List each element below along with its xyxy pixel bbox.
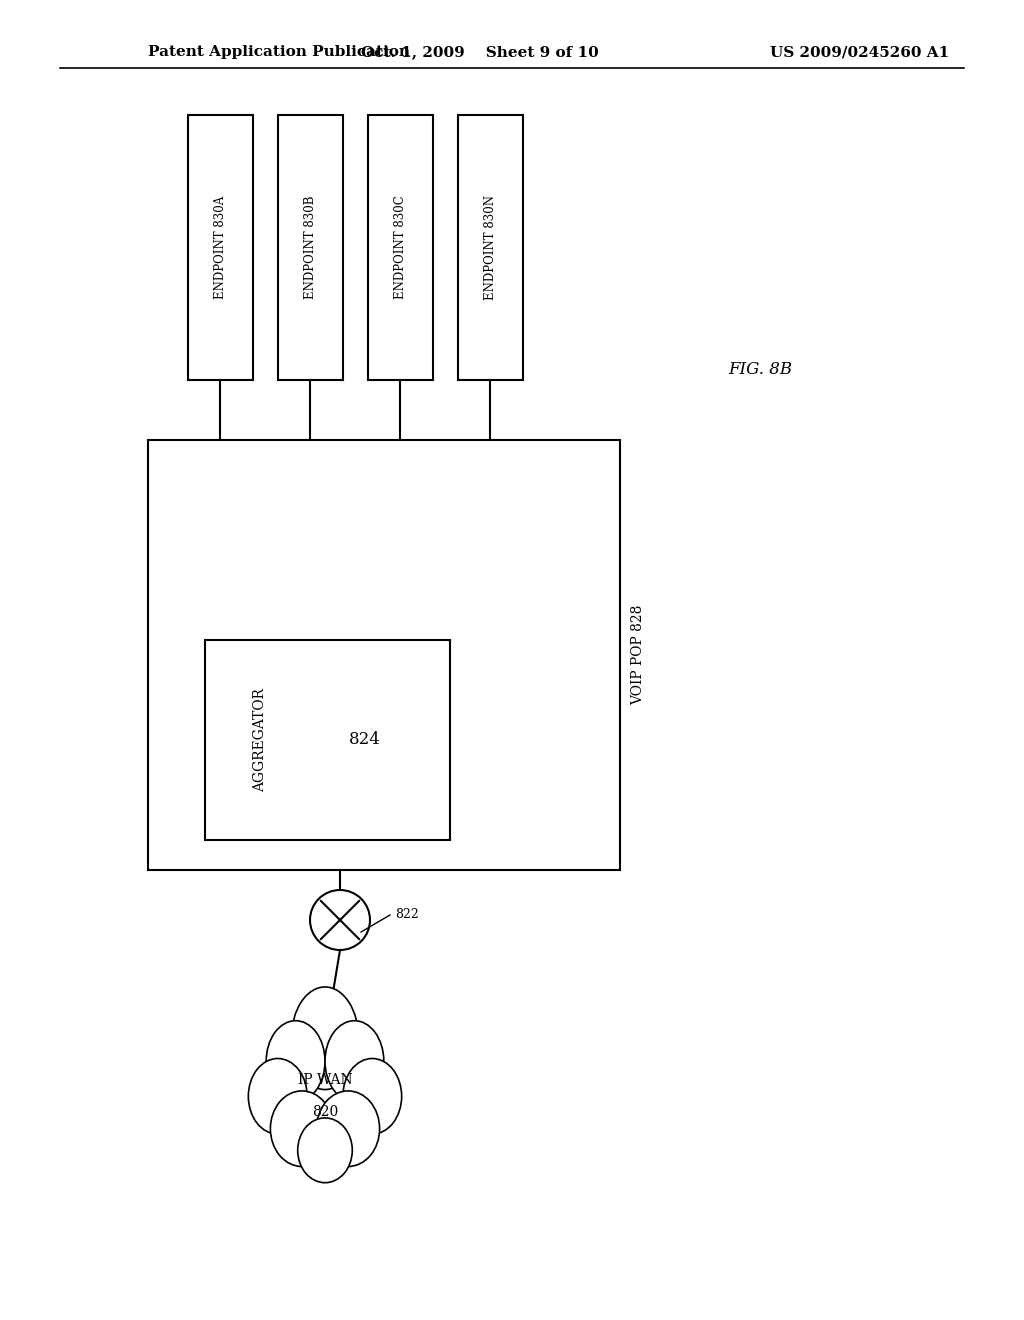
Text: US 2009/0245260 A1: US 2009/0245260 A1: [770, 45, 949, 59]
Bar: [458, 115, 522, 380]
Ellipse shape: [270, 1090, 334, 1167]
Ellipse shape: [292, 987, 358, 1089]
Bar: [205, 640, 450, 840]
Text: ENDPOINT 830N: ENDPOINT 830N: [483, 195, 497, 300]
Text: 824: 824: [349, 731, 381, 748]
Text: FIG. 8B: FIG. 8B: [728, 362, 792, 379]
Text: 822: 822: [395, 908, 419, 921]
Text: AGGREGATOR: AGGREGATOR: [253, 688, 267, 792]
Circle shape: [310, 890, 370, 950]
Bar: [187, 115, 253, 380]
Ellipse shape: [298, 1118, 352, 1183]
Text: VOIP POP 828: VOIP POP 828: [631, 605, 645, 705]
Ellipse shape: [316, 1090, 380, 1167]
Bar: [278, 115, 342, 380]
Ellipse shape: [266, 1020, 325, 1102]
Ellipse shape: [343, 1059, 401, 1134]
Text: ENDPOINT 830C: ENDPOINT 830C: [393, 195, 407, 300]
Bar: [148, 440, 620, 870]
Text: Oct. 1, 2009    Sheet 9 of 10: Oct. 1, 2009 Sheet 9 of 10: [361, 45, 599, 59]
Text: Patent Application Publication: Patent Application Publication: [148, 45, 410, 59]
Text: 820: 820: [312, 1105, 338, 1119]
Ellipse shape: [249, 1059, 307, 1134]
Bar: [368, 115, 432, 380]
Text: ENDPOINT 830A: ENDPOINT 830A: [213, 195, 226, 300]
Text: IP WAN: IP WAN: [298, 1073, 352, 1086]
Text: ENDPOINT 830B: ENDPOINT 830B: [303, 195, 316, 300]
Ellipse shape: [325, 1020, 384, 1102]
